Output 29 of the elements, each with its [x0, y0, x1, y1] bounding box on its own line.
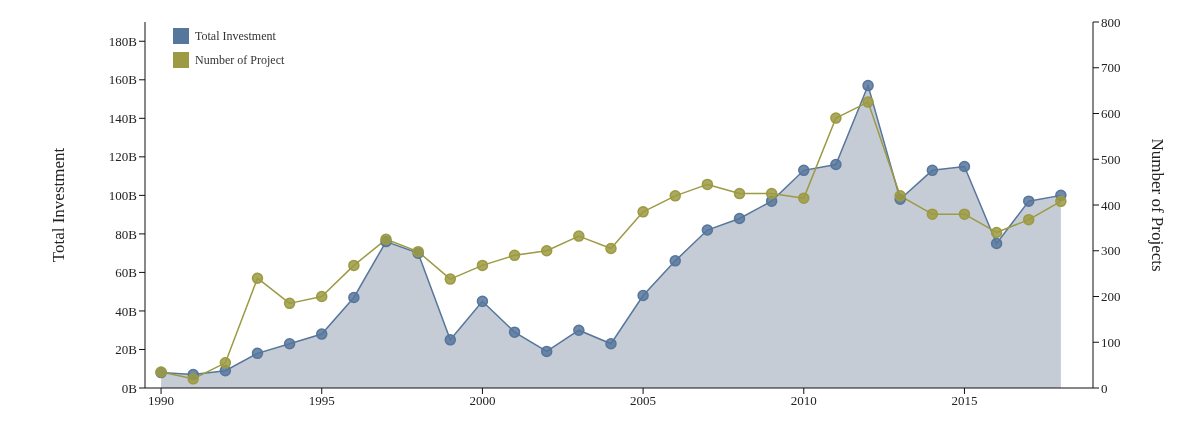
x-tick-label: 2015	[951, 393, 978, 409]
y-tick-label: 180B	[108, 33, 138, 49]
x-tick-label: 1990	[148, 393, 175, 409]
y2-tick-label: 300	[1101, 243, 1121, 259]
y2-tick-label: 600	[1101, 106, 1121, 122]
y-tick-label: 100B	[108, 187, 138, 203]
y2-axis-title: Number of Projects	[1147, 138, 1167, 272]
y-tick-label: 20B	[115, 342, 138, 358]
y2-tick-label: 700	[1101, 60, 1121, 76]
x-tick-label: 1995	[308, 393, 335, 409]
legend-label: Number of Project	[195, 52, 285, 68]
y2-tick-label: 100	[1101, 334, 1121, 350]
y2-tick-label: 500	[1101, 151, 1121, 167]
y-tick-label: 0B	[121, 380, 138, 396]
y-tick-label: 40B	[115, 303, 138, 319]
y2-tick-label: 0	[1101, 380, 1108, 396]
x-tick-label: 2005	[630, 393, 657, 409]
x-tick-label: 2000	[469, 393, 496, 409]
y-axis-title: Total Investment	[49, 147, 69, 263]
y2-tick-label: 400	[1101, 197, 1121, 213]
y-tick-label: 60B	[115, 265, 138, 281]
y-tick-label: 140B	[108, 110, 138, 126]
y2-tick-label: 800	[1101, 14, 1121, 30]
y-tick-label: 120B	[108, 149, 138, 165]
x-tick-label: 2010	[790, 393, 817, 409]
legend-label: Total Investment	[195, 28, 276, 44]
y-tick-label: 80B	[115, 226, 138, 242]
y-tick-label: 160B	[108, 72, 138, 88]
y2-tick-label: 200	[1101, 289, 1121, 305]
